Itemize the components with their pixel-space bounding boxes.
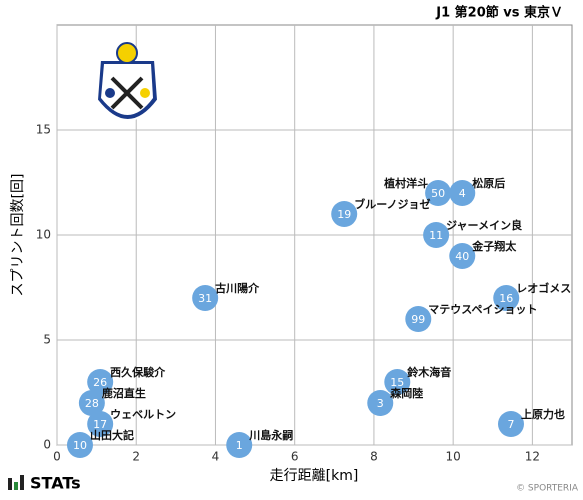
x-tick-label: 8 [370, 450, 378, 464]
point-name: 松原后 [472, 176, 505, 190]
point-name: 川島永嗣 [248, 428, 293, 442]
brand: STATs [30, 474, 81, 493]
point [497, 411, 524, 437]
point-name: 森岡陸 [390, 386, 423, 400]
point [192, 285, 219, 311]
x-tick-label: 12 [525, 450, 540, 464]
player-point: 3 森岡陸 [367, 386, 423, 416]
point [384, 369, 411, 395]
point-number: 19 [337, 208, 351, 221]
point [367, 390, 394, 416]
point-name: 山田大記 [90, 428, 134, 442]
point-number: 99 [411, 313, 425, 326]
x-tick-label: 10 [446, 450, 461, 464]
point-number: 40 [455, 250, 469, 263]
point-number: 10 [73, 439, 87, 452]
point [405, 306, 432, 332]
point [87, 411, 114, 437]
point-number: 1 [236, 439, 243, 452]
point-number: 11 [429, 229, 443, 242]
x-tick-label: 4 [212, 450, 220, 464]
point-number: 26 [93, 376, 107, 389]
point-name: 西久保駿介 [110, 365, 166, 379]
point-name: 植村洋斗 [383, 176, 428, 190]
credit: © SPORTERIA [516, 484, 579, 494]
point-name: ブルーノジョゼ [354, 197, 430, 211]
point-name: マテウスペイショット [428, 303, 537, 316]
point-name: ジャーメイン良 [446, 218, 522, 232]
point-number: 15 [390, 376, 404, 389]
y-tick-label: 5 [43, 333, 51, 347]
point [66, 432, 93, 458]
point [87, 369, 114, 395]
x-tick-label: 6 [291, 450, 299, 464]
point-number: 28 [85, 397, 99, 410]
point-number: 31 [198, 292, 212, 305]
point-number: 4 [459, 187, 466, 200]
point-name: 鈴木海音 [407, 365, 451, 379]
point-name: 上原力也 [521, 407, 565, 421]
player-point: 4 松原后 [449, 176, 505, 206]
point-number: 17 [93, 418, 107, 431]
team-logo [95, 42, 160, 121]
point [449, 180, 476, 206]
point-number: 7 [507, 418, 514, 431]
point-name: レオゴメス [516, 281, 571, 295]
point [423, 222, 450, 248]
chart-title: J1 第20節 vs 東京Ｖ [435, 5, 563, 21]
x-axis-label: 走行距離[km] [270, 467, 359, 484]
point-number: 50 [431, 187, 445, 200]
point-number: 3 [377, 397, 384, 410]
point-name: 鹿沼直生 [102, 386, 146, 400]
player-point: 1 川島永嗣 [226, 428, 293, 458]
y-tick-label: 15 [36, 123, 51, 137]
point [226, 432, 253, 458]
point [449, 243, 476, 269]
point-name: ウェベルトン [110, 408, 176, 421]
point-number: 16 [499, 292, 513, 305]
y-tick-label: 0 [43, 438, 51, 452]
point-name: 古川陽介 [215, 281, 260, 295]
point [331, 201, 358, 227]
x-tick-label: 0 [53, 450, 61, 464]
x-tick-label: 2 [132, 450, 140, 464]
y-axis-label: スプリント回数[回] [10, 174, 26, 297]
brand-logo [8, 475, 24, 490]
point [78, 390, 105, 416]
point-name: 金子翔太 [471, 239, 517, 253]
player-point: 7 上原力也 [497, 407, 565, 437]
point [425, 180, 452, 206]
y-tick-label: 10 [36, 228, 51, 242]
point [493, 285, 520, 311]
